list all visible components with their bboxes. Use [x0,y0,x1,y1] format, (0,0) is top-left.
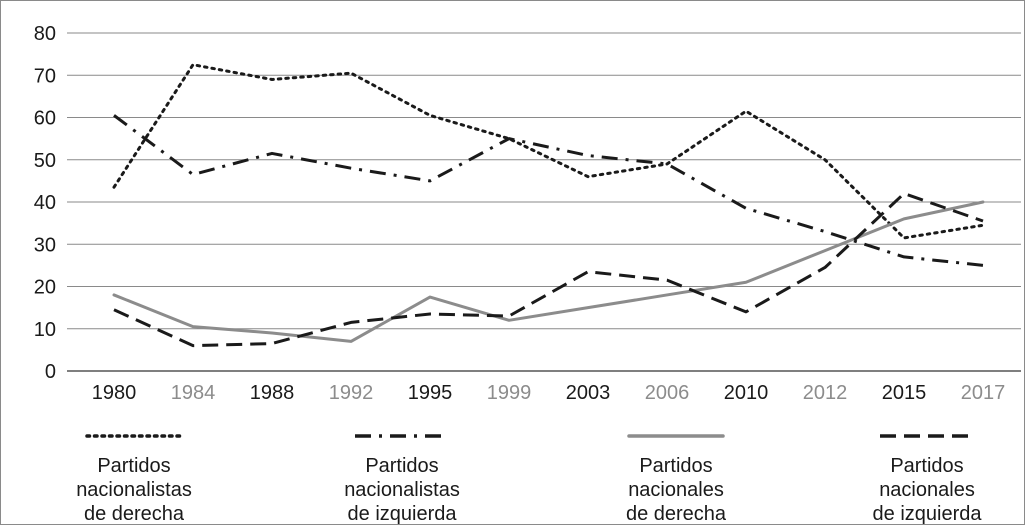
x-tick-label: 1995 [408,382,453,404]
x-tick-label: 2015 [882,382,927,404]
legend-label: nacionalistas [76,479,192,501]
x-tick-label: 2010 [724,382,769,404]
y-tick-label: 80 [34,23,56,45]
y-axis-ticks: 0 10 20 30 40 50 60 70 80 [34,23,56,383]
x-tick-label: 2017 [961,382,1006,404]
y-tick-label: 70 [34,65,56,87]
x-axis-ticks: 1980 1984 1988 1992 1995 1999 2003 2006 2010 2012… [92,382,1006,404]
y-tick-label: 10 [34,319,56,341]
legend-label: de izquierda [348,503,458,525]
legend-label: Partidos [639,455,712,477]
x-tick-label: 1999 [487,382,532,404]
legend-label: nacionalistas [344,479,460,501]
series-line-4 [113,192,984,348]
legend-label: de derecha [84,503,185,525]
y-tick-label: 0 [45,361,56,383]
x-tick-label: 1988 [250,382,295,404]
y-tick-label: 40 [34,192,56,214]
y-tick-label: 50 [34,150,56,172]
x-tick-label: 1992 [329,382,374,404]
legend-label: nacionales [628,479,724,501]
x-tick-label: 2012 [803,382,848,404]
y-tick-label: 60 [34,108,56,130]
series-line-3 [112,200,985,343]
series-lines [112,63,985,348]
series-line-1 [112,63,985,240]
x-tick-label: 2003 [566,382,611,404]
series-line-2 [113,114,984,267]
legend-label: de izquierda [873,503,983,525]
grid-lines [67,32,1021,372]
legend-label: Partidos [890,455,963,477]
y-tick-label: 20 [34,277,56,299]
legend-label: Partidos [365,455,438,477]
y-tick-label: 30 [34,234,56,256]
legend-label: Partidos [97,455,170,477]
legend-label: nacionales [879,479,975,501]
legend-label: de derecha [626,503,727,525]
x-tick-label: 1980 [92,382,137,404]
x-tick-label: 2006 [645,382,690,404]
x-tick-label: 1984 [171,382,216,404]
